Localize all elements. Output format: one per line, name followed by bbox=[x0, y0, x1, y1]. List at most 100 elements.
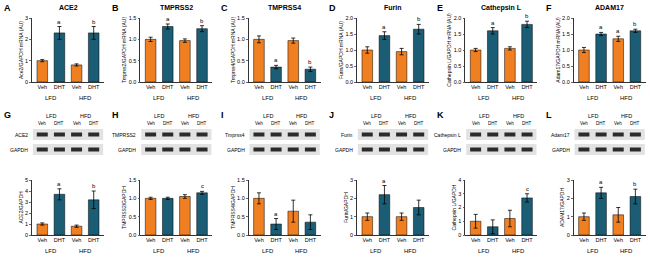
svg-text:c: c bbox=[201, 183, 204, 189]
svg-text:G: G bbox=[4, 110, 11, 120]
svg-text:TMPRSS4/GAPDH: TMPRSS4/GAPDH bbox=[230, 186, 236, 229]
svg-text:a: a bbox=[57, 19, 61, 25]
svg-text:HFD: HFD bbox=[620, 95, 633, 101]
svg-text:LFD: LFD bbox=[154, 113, 164, 119]
svg-text:LFD: LFD bbox=[587, 248, 599, 254]
svg-text:Veh: Veh bbox=[471, 84, 480, 90]
svg-text:DHT: DHT bbox=[413, 237, 425, 243]
svg-text:DHT: DHT bbox=[270, 84, 282, 90]
svg-text:1.5: 1.5 bbox=[237, 15, 245, 21]
svg-text:LFD: LFD bbox=[370, 95, 382, 101]
svg-text:ACE2/GAPDH: ACE2/GAPDH bbox=[18, 191, 24, 224]
svg-text:DHT: DHT bbox=[305, 237, 317, 243]
svg-text:a: a bbox=[166, 16, 170, 22]
svg-text:HFD: HFD bbox=[620, 248, 633, 254]
svg-text:0.0: 0.0 bbox=[237, 232, 245, 238]
svg-text:DHT: DHT bbox=[595, 84, 607, 90]
svg-text:0: 0 bbox=[350, 232, 353, 238]
svg-text:Adam17: Adam17 bbox=[551, 132, 570, 138]
svg-text:Veh: Veh bbox=[613, 84, 622, 90]
svg-text:HFD: HFD bbox=[404, 248, 417, 254]
svg-text:Veh: Veh bbox=[180, 237, 189, 243]
svg-text:Veh: Veh bbox=[614, 121, 622, 126]
svg-text:Veh: Veh bbox=[289, 121, 297, 126]
svg-text:Veh: Veh bbox=[579, 237, 588, 243]
svg-text:DHT: DHT bbox=[596, 121, 605, 126]
svg-text:TMPRSS2: TMPRSS2 bbox=[112, 132, 136, 138]
svg-text:E: E bbox=[437, 3, 443, 13]
svg-text:2: 2 bbox=[567, 195, 570, 201]
svg-text:1.5: 1.5 bbox=[129, 15, 137, 21]
svg-text:b: b bbox=[92, 19, 96, 25]
svg-text:3: 3 bbox=[458, 191, 461, 197]
svg-text:Veh: Veh bbox=[398, 121, 406, 126]
svg-text:Tmprss4/GAPDH mRNA (AU): Tmprss4/GAPDH mRNA (AU) bbox=[230, 17, 236, 83]
svg-text:ACE2: ACE2 bbox=[59, 4, 78, 11]
svg-text:a: a bbox=[57, 181, 61, 187]
svg-text:HFD: HFD bbox=[621, 113, 632, 119]
svg-text:HFD: HFD bbox=[188, 113, 199, 119]
svg-text:HFD: HFD bbox=[79, 248, 92, 254]
svg-text:DHT: DHT bbox=[630, 121, 639, 126]
svg-text:J: J bbox=[329, 110, 334, 120]
svg-text:GAPDH: GAPDH bbox=[227, 147, 245, 153]
svg-text:b: b bbox=[308, 59, 312, 65]
svg-text:DHT: DHT bbox=[270, 237, 282, 243]
svg-text:Veh: Veh bbox=[38, 237, 47, 243]
svg-text:DHT: DHT bbox=[595, 237, 607, 243]
svg-text:LFD: LFD bbox=[153, 248, 165, 254]
svg-text:0.5: 0.5 bbox=[454, 63, 462, 69]
svg-text:DHT: DHT bbox=[196, 84, 208, 90]
svg-text:c: c bbox=[526, 186, 529, 192]
svg-text:Veh: Veh bbox=[72, 237, 81, 243]
svg-text:3: 3 bbox=[350, 177, 353, 183]
svg-text:2: 2 bbox=[25, 36, 28, 42]
svg-text:Cathepsin L: Cathepsin L bbox=[434, 132, 461, 138]
svg-text:L: L bbox=[546, 110, 552, 120]
svg-text:K: K bbox=[437, 110, 444, 120]
svg-text:H: H bbox=[112, 110, 119, 120]
svg-text:1.5: 1.5 bbox=[237, 177, 245, 183]
svg-text:2: 2 bbox=[350, 195, 353, 201]
svg-text:HFD: HFD bbox=[295, 95, 308, 101]
svg-text:GAPDH: GAPDH bbox=[335, 147, 353, 153]
svg-text:ADAM17/GAPDH: ADAM17/GAPDH bbox=[559, 188, 565, 228]
svg-text:b: b bbox=[633, 181, 637, 187]
svg-text:Veh: Veh bbox=[505, 84, 514, 90]
svg-text:DHT: DHT bbox=[54, 121, 63, 126]
svg-text:1.0: 1.0 bbox=[129, 195, 137, 201]
svg-text:Cathepsin L/GAPDH mRNA (AU): Cathepsin L/GAPDH mRNA (AU) bbox=[446, 13, 452, 87]
svg-text:DHT: DHT bbox=[88, 237, 100, 243]
svg-text:GAPDH: GAPDH bbox=[10, 147, 28, 153]
svg-text:LFD: LFD bbox=[370, 248, 382, 254]
svg-text:1: 1 bbox=[25, 221, 28, 227]
svg-text:0.0: 0.0 bbox=[129, 232, 137, 238]
svg-text:Tmprss4: Tmprss4 bbox=[225, 132, 245, 138]
svg-text:Veh: Veh bbox=[472, 121, 480, 126]
svg-text:2: 2 bbox=[25, 210, 28, 216]
svg-text:Adam17/GAPDH mRNA (AU): Adam17/GAPDH mRNA (AU) bbox=[555, 17, 561, 83]
svg-text:Veh: Veh bbox=[255, 121, 263, 126]
svg-text:1.5: 1.5 bbox=[562, 31, 570, 37]
svg-text:DHT: DHT bbox=[630, 237, 642, 243]
svg-text:HFD: HFD bbox=[404, 95, 417, 101]
svg-text:DHT: DHT bbox=[54, 84, 66, 90]
svg-text:0.0: 0.0 bbox=[345, 79, 353, 85]
svg-text:Tmprss2/GAPDH mRNA (AU): Tmprss2/GAPDH mRNA (AU) bbox=[121, 17, 127, 83]
svg-text:Veh: Veh bbox=[254, 237, 263, 243]
svg-text:Veh: Veh bbox=[146, 237, 155, 243]
svg-text:0.5: 0.5 bbox=[237, 214, 245, 220]
svg-text:DHT: DHT bbox=[54, 237, 66, 243]
svg-text:Veh: Veh bbox=[471, 237, 480, 243]
svg-text:1.5: 1.5 bbox=[454, 31, 462, 37]
svg-text:Veh: Veh bbox=[181, 121, 189, 126]
svg-text:Furin: Furin bbox=[341, 132, 353, 138]
svg-text:a: a bbox=[599, 24, 603, 30]
svg-text:a: a bbox=[382, 24, 386, 30]
svg-text:Veh: Veh bbox=[579, 84, 588, 90]
svg-text:C: C bbox=[221, 3, 228, 13]
svg-text:DHT: DHT bbox=[487, 84, 499, 90]
svg-text:Ace2/GAPDH mRNA (AU): Ace2/GAPDH mRNA (AU) bbox=[18, 21, 24, 79]
svg-text:HFD: HFD bbox=[512, 248, 525, 254]
svg-text:LFD: LFD bbox=[45, 248, 57, 254]
